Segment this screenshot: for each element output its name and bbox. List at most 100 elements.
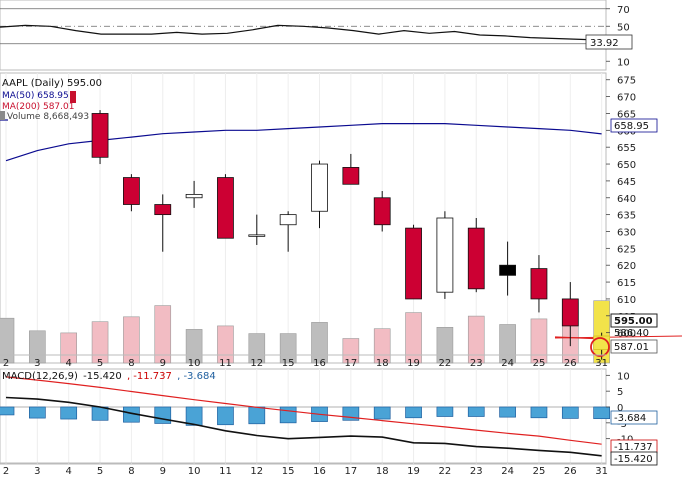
date-tick-label: 18 xyxy=(376,358,389,369)
macd-histogram-bar xyxy=(217,406,234,426)
price-date-axis: 2 3 4 5 8 9 10 11 12 15 16 17 18 19 22 23 24 25 26 31 xyxy=(0,354,608,369)
date-tick-label: 4 xyxy=(66,466,72,477)
volume-bar xyxy=(499,324,516,364)
macd-signal-line xyxy=(5,376,602,445)
macd-histogram-bar xyxy=(405,406,422,419)
macd-histogram-bar xyxy=(0,406,15,416)
date-tick-label: 16 xyxy=(313,466,326,477)
macd-date-axis: 2 3 4 5 8 9 10 11 12 15 16 17 18 19 22 23 24 25 26 31 xyxy=(0,462,608,477)
date-tick-label: 3 xyxy=(34,358,40,369)
macd-hist-box xyxy=(610,410,658,425)
macd-histogram-bar xyxy=(530,406,548,419)
macd-histogram-bar xyxy=(561,406,579,419)
date-tick-label: 11 xyxy=(219,358,232,369)
date-tick-label: 25 xyxy=(533,358,546,369)
price-tick-label: 640 xyxy=(617,194,636,205)
candle-body xyxy=(185,193,203,199)
price-tick-label: 665 xyxy=(617,109,636,120)
legend-ma50-box xyxy=(70,91,76,103)
price-title: AAPL (Daily) 595.00 xyxy=(2,78,102,89)
volume-bar xyxy=(530,318,548,364)
price-tick-label: 675 xyxy=(617,76,636,87)
volume-bar xyxy=(248,333,266,364)
volume-bar xyxy=(467,315,485,364)
macd-histogram-bar xyxy=(436,406,454,417)
rsi-line xyxy=(0,24,607,41)
date-tick-label: 24 xyxy=(501,466,514,477)
macd-hist-value: , -3.684 xyxy=(177,371,216,382)
candle-body xyxy=(248,234,266,237)
macd-signal-value: , -11.737 xyxy=(127,371,172,382)
volume-bar xyxy=(91,321,109,364)
rsi-value-box xyxy=(585,34,633,50)
macd-histogram-bar xyxy=(91,406,109,421)
volume-bar xyxy=(154,305,172,364)
date-tick-label: 5 xyxy=(97,358,103,369)
ma200-extension xyxy=(554,335,683,339)
date-tick-label: 31 xyxy=(595,466,608,477)
legend-ma200: MA(200) 587.01 xyxy=(2,102,74,112)
date-tick-label: 16 xyxy=(313,358,326,369)
macd-histogram-bar xyxy=(279,406,297,424)
date-tick-label: 17 xyxy=(344,466,357,477)
macd-tick-label: 10 xyxy=(617,371,630,382)
candle-body xyxy=(436,217,454,293)
date-tick-label: 31 xyxy=(595,358,608,369)
price-tick-label: 610 xyxy=(617,295,636,306)
candle-body xyxy=(499,264,517,276)
candle-body xyxy=(123,177,140,205)
macd-tick-label: 5 xyxy=(617,387,623,398)
date-tick-label: 2 xyxy=(3,466,9,477)
date-tick-label: 9 xyxy=(160,358,166,369)
macd-histogram-bar xyxy=(60,406,78,420)
candle-body xyxy=(561,298,579,327)
candle-body xyxy=(342,167,360,185)
ma50-box xyxy=(610,118,658,133)
date-tick-label: 19 xyxy=(407,358,420,369)
date-tick-label: 5 xyxy=(97,466,103,477)
volume-bar xyxy=(311,322,328,364)
date-tick-label: 15 xyxy=(282,358,295,369)
date-tick-label: 8 xyxy=(128,466,134,477)
legend-ma50: MA(50) 658.95 xyxy=(2,91,69,101)
candle-body xyxy=(373,197,391,226)
candle-body xyxy=(91,113,109,158)
date-tick-label: 12 xyxy=(250,466,263,477)
date-tick-label: 15 xyxy=(282,466,295,477)
volume-bar xyxy=(436,326,454,364)
volume-bar xyxy=(373,328,391,364)
date-tick-label: 25 xyxy=(533,466,546,477)
date-tick-label: 18 xyxy=(376,466,389,477)
ma200-box xyxy=(610,339,658,354)
volume-bar xyxy=(342,338,360,364)
date-tick-label: 24 xyxy=(501,358,514,369)
price-tick-label: 630 xyxy=(617,227,636,238)
price-tick-label: 650 xyxy=(617,160,636,171)
candle-body xyxy=(467,227,485,290)
rsi-panel: 70503010 33.92 xyxy=(0,0,633,71)
price-tick-label: 655 xyxy=(617,143,636,154)
date-tick-label: 2 xyxy=(3,358,9,369)
date-tick-label: 9 xyxy=(160,466,166,477)
rsi-tick-label: 50 xyxy=(617,22,630,33)
macd-hist-box-label: -3.684 xyxy=(614,413,646,424)
date-tick-label: 10 xyxy=(188,358,201,369)
macd-histogram-bar xyxy=(467,406,485,417)
volume-bar xyxy=(123,316,140,364)
candle-body xyxy=(279,214,297,226)
macd-histogram-bar xyxy=(154,406,172,424)
candle-body xyxy=(154,204,172,216)
price-tick-label: 670 xyxy=(617,93,636,104)
legend-volume: Volume 8,668,493 xyxy=(7,112,89,122)
price-tick-label: 625 xyxy=(617,244,636,255)
candle-body xyxy=(217,177,234,239)
rsi-frame xyxy=(0,0,607,71)
candle-body xyxy=(530,268,548,300)
highlight-circle xyxy=(590,337,610,357)
rsi-tick-label: 10 xyxy=(617,57,630,68)
macd-line-box-label: -15.420 xyxy=(614,454,653,465)
date-tick-label: 10 xyxy=(188,466,201,477)
price-tick-label: 645 xyxy=(617,177,636,188)
